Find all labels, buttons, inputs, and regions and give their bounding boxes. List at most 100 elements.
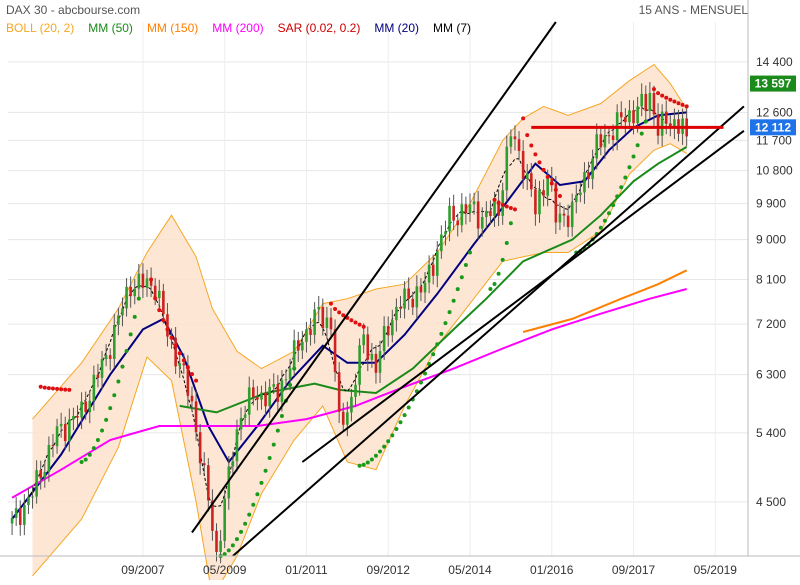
candle-body xyxy=(182,363,186,366)
candle-body xyxy=(362,334,365,346)
candle-body xyxy=(407,288,410,299)
candle-body xyxy=(480,216,484,229)
candle-body xyxy=(497,200,500,216)
sar-dot xyxy=(619,185,624,190)
candle-body xyxy=(648,93,652,111)
sar-dot xyxy=(643,119,648,124)
sar-dot xyxy=(533,152,538,157)
candle-body xyxy=(350,396,353,413)
sar-dot xyxy=(157,308,162,313)
sar-dot xyxy=(500,202,505,207)
candle-body xyxy=(92,374,96,401)
sar-dot xyxy=(668,97,673,102)
sar-dot xyxy=(611,203,616,208)
sar-dot xyxy=(467,250,472,255)
legend-item: MM (7) xyxy=(433,21,471,35)
x-tick-label: 09/2007 xyxy=(121,563,165,577)
candle-body xyxy=(309,329,312,335)
sar-dot xyxy=(672,99,677,104)
sar-dot xyxy=(439,331,444,336)
sar-dot xyxy=(402,413,407,418)
sar-dot xyxy=(181,358,186,363)
candle-body xyxy=(378,351,382,373)
candle-body xyxy=(23,504,26,525)
sar-dot xyxy=(455,287,460,292)
trendlines-group xyxy=(191,21,745,557)
sar-dot xyxy=(337,310,342,315)
candle-body xyxy=(108,355,112,359)
candle-body xyxy=(10,517,14,524)
candle-body xyxy=(55,426,59,447)
sar-dot xyxy=(656,91,661,96)
sar-dot xyxy=(222,552,227,557)
chart-title: DAX 30 - abcbourse.com xyxy=(6,3,140,17)
candle-body xyxy=(382,326,386,352)
sar-dot xyxy=(664,95,669,100)
candle-body xyxy=(587,172,590,179)
candle-body xyxy=(80,401,83,418)
sar-dot xyxy=(341,313,346,318)
candle-body xyxy=(570,202,574,228)
candle-body xyxy=(521,150,525,180)
candle-body xyxy=(562,213,566,216)
candle-body xyxy=(72,416,75,420)
candle-body xyxy=(207,465,210,501)
candle-body xyxy=(215,530,218,552)
candle-body xyxy=(505,146,509,191)
sar-dot xyxy=(100,428,105,433)
sar-dot xyxy=(194,378,199,383)
candle-body xyxy=(464,204,468,214)
sar-dot xyxy=(521,116,526,121)
sar-dot xyxy=(149,277,154,282)
candle-body xyxy=(444,231,447,235)
candle-body xyxy=(595,134,599,159)
period-label: 15 ANS - MENSUEL xyxy=(639,3,749,17)
candle-body xyxy=(603,135,607,148)
candle-body xyxy=(611,135,615,141)
sar-dot xyxy=(55,386,60,391)
candle-body xyxy=(386,326,390,336)
x-tick-label: 09/2017 xyxy=(612,563,656,577)
sar-dot xyxy=(525,133,530,138)
bollinger-upper-line xyxy=(32,63,688,420)
candle-body xyxy=(636,106,639,124)
candle-body xyxy=(517,139,521,151)
candle-body xyxy=(305,329,308,342)
candle-body xyxy=(468,204,472,214)
candle-body xyxy=(235,429,239,462)
candle-body xyxy=(391,320,394,336)
candle-body xyxy=(268,386,271,407)
candle-body xyxy=(145,278,149,288)
candle-body xyxy=(190,395,194,402)
sar-dot xyxy=(606,211,611,216)
sar-dot xyxy=(463,262,468,267)
candle-body xyxy=(63,423,67,442)
candle-body xyxy=(460,204,464,226)
candle-body xyxy=(472,201,476,205)
candle-body xyxy=(313,309,316,335)
sar-dot xyxy=(161,318,166,323)
candle-body xyxy=(346,412,349,425)
candle-body xyxy=(153,285,157,298)
sar-dot xyxy=(598,225,603,230)
candle-body xyxy=(27,497,30,505)
candle-body xyxy=(292,340,296,369)
sar-dot xyxy=(553,187,558,192)
candle-body xyxy=(317,307,321,310)
candle-body xyxy=(419,286,423,293)
candle-body xyxy=(550,177,554,184)
sar-dot xyxy=(680,102,685,107)
price-tag-label: 12 112 xyxy=(755,120,791,134)
y-tick-label: 4 500 xyxy=(756,495,786,509)
candle-body xyxy=(534,189,537,215)
candle-body xyxy=(403,288,406,309)
legend-item: MM (200) xyxy=(212,21,263,35)
sar-dot xyxy=(292,366,297,371)
candle-body xyxy=(88,400,92,413)
candle-body xyxy=(574,195,578,203)
sar-dot xyxy=(361,324,366,329)
sar-dot xyxy=(378,449,383,454)
sar-dot xyxy=(390,433,395,438)
candle-body xyxy=(68,419,71,442)
